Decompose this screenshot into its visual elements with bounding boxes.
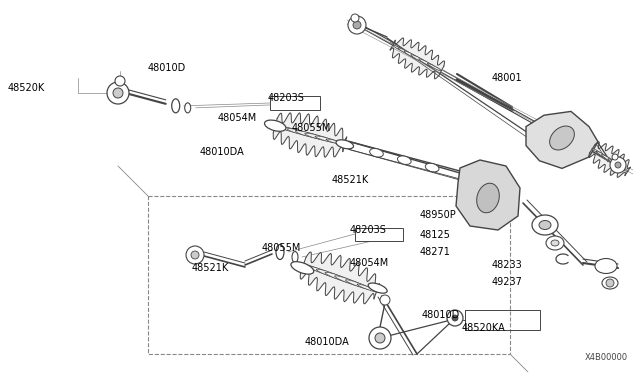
Ellipse shape [316, 269, 346, 280]
Text: 48520K: 48520K [8, 83, 45, 93]
Text: 48054M: 48054M [350, 258, 389, 268]
FancyBboxPatch shape [270, 96, 320, 110]
Circle shape [186, 246, 204, 264]
Circle shape [380, 295, 390, 305]
Ellipse shape [616, 163, 628, 172]
Polygon shape [273, 113, 347, 157]
Circle shape [115, 76, 125, 86]
Polygon shape [589, 142, 630, 177]
Polygon shape [390, 38, 445, 79]
Ellipse shape [397, 156, 411, 164]
Ellipse shape [398, 48, 415, 57]
Circle shape [348, 16, 366, 34]
Text: X4B00000: X4B00000 [585, 353, 628, 362]
Text: 48055M: 48055M [292, 123, 332, 133]
Text: 48010DA: 48010DA [305, 337, 349, 347]
Circle shape [610, 157, 626, 173]
Ellipse shape [370, 148, 383, 157]
Circle shape [113, 88, 123, 98]
Text: 48950P: 48950P [420, 210, 457, 220]
Text: 48521K: 48521K [332, 175, 369, 185]
Text: 48520KA: 48520KA [462, 323, 506, 333]
FancyBboxPatch shape [355, 228, 403, 241]
Circle shape [191, 251, 199, 259]
Circle shape [447, 310, 463, 326]
Circle shape [369, 327, 391, 349]
Text: 48271: 48271 [420, 247, 451, 257]
Ellipse shape [596, 151, 612, 161]
Ellipse shape [428, 63, 442, 71]
Ellipse shape [550, 126, 574, 150]
Circle shape [615, 162, 621, 168]
Circle shape [452, 315, 458, 321]
Ellipse shape [326, 139, 346, 145]
Ellipse shape [274, 125, 294, 131]
Circle shape [375, 333, 385, 343]
Ellipse shape [335, 276, 364, 287]
Ellipse shape [280, 127, 305, 134]
Text: 48203S: 48203S [268, 93, 305, 103]
Ellipse shape [276, 244, 284, 260]
Ellipse shape [532, 215, 558, 235]
Ellipse shape [411, 55, 430, 65]
Ellipse shape [546, 236, 564, 250]
Ellipse shape [292, 251, 298, 263]
Text: 48010DA: 48010DA [200, 147, 244, 157]
Ellipse shape [315, 136, 340, 143]
Ellipse shape [419, 59, 436, 68]
Ellipse shape [602, 154, 618, 166]
Ellipse shape [539, 221, 551, 230]
Ellipse shape [368, 283, 387, 293]
Ellipse shape [287, 129, 316, 137]
Ellipse shape [393, 45, 406, 52]
Text: 48203S: 48203S [350, 225, 387, 235]
Text: 49237: 49237 [492, 277, 523, 287]
Text: 48233: 48233 [492, 260, 523, 270]
Ellipse shape [592, 148, 605, 157]
Text: 48125: 48125 [420, 230, 451, 240]
Ellipse shape [346, 280, 371, 290]
Ellipse shape [336, 140, 353, 149]
Ellipse shape [551, 240, 559, 246]
Ellipse shape [595, 259, 617, 273]
Circle shape [107, 82, 129, 104]
Text: 48001: 48001 [492, 73, 523, 83]
Ellipse shape [291, 262, 314, 274]
Circle shape [353, 21, 361, 29]
Ellipse shape [426, 163, 439, 172]
Ellipse shape [296, 131, 324, 139]
Polygon shape [456, 160, 520, 230]
Polygon shape [526, 111, 598, 169]
Text: 48054M: 48054M [218, 113, 257, 123]
Text: 48010D: 48010D [422, 310, 460, 320]
Ellipse shape [309, 266, 335, 276]
Ellipse shape [264, 120, 286, 131]
Ellipse shape [477, 183, 499, 213]
Polygon shape [300, 252, 380, 304]
Ellipse shape [325, 272, 355, 284]
Ellipse shape [172, 99, 180, 113]
Ellipse shape [357, 284, 378, 292]
Ellipse shape [185, 103, 191, 113]
Text: 48055M: 48055M [262, 243, 301, 253]
Circle shape [606, 279, 614, 287]
Ellipse shape [305, 133, 333, 141]
Text: 48521K: 48521K [192, 263, 229, 273]
Circle shape [351, 14, 359, 22]
Ellipse shape [608, 158, 624, 169]
Ellipse shape [602, 277, 618, 289]
Ellipse shape [404, 51, 423, 61]
Text: 48010D: 48010D [148, 63, 186, 73]
Ellipse shape [302, 264, 323, 272]
Circle shape [612, 154, 618, 160]
